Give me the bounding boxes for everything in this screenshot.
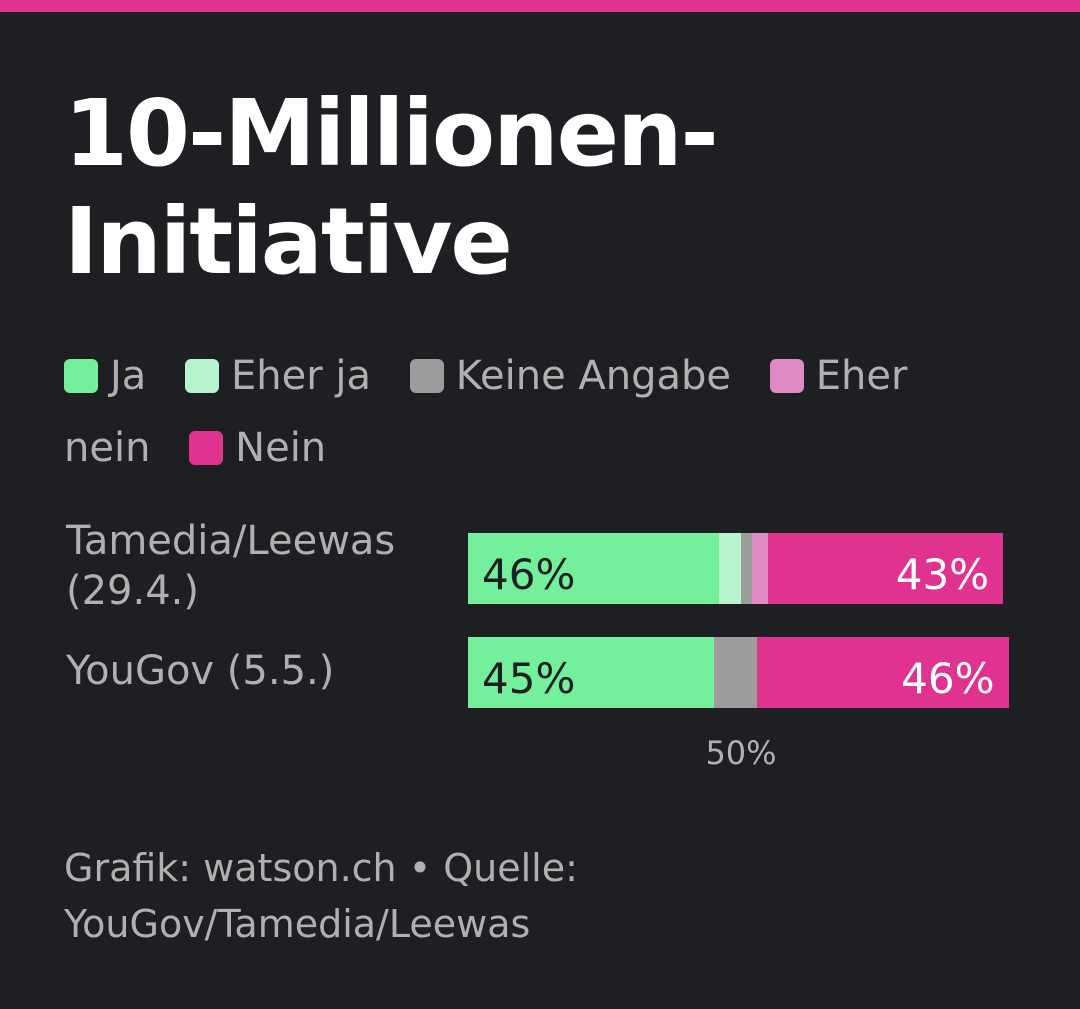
legend-item-nein: Nein (189, 425, 326, 471)
bar-segment-eher-nein-0 (751, 533, 769, 604)
bar-segment-ja-1 (468, 637, 714, 708)
legend-swatch-eher-ja (185, 359, 220, 393)
legend-item-eher-nein: Eher nein (64, 353, 907, 471)
bar-segment-nein-1 (757, 637, 1009, 708)
legend-label-ja: Ja (110, 353, 147, 399)
legend-swatch-ja (64, 359, 98, 393)
top-accent-bar (0, 0, 1080, 12)
legend-swatch-nein (189, 431, 224, 465)
chart-title: 10-Millionen- Initiative (64, 80, 1024, 296)
data-label-ja-0: 46% (482, 550, 576, 599)
chart-title-line-1: 10-Millionen- (64, 80, 719, 187)
bar-segment-keine-angabe-1 (713, 637, 758, 708)
legend-label-nein: Nein (235, 425, 327, 471)
legend-label-eher-nein: Eher nein (64, 353, 908, 471)
bar-yougov: 45% 46% (468, 637, 1009, 708)
category-label-yougov: YouGov (5.5.) (66, 648, 335, 694)
legend-label-keine-angabe: Keine Angabe (455, 353, 732, 399)
data-label-nein-1: 46% (901, 654, 995, 703)
chart-title-line-2: Initiative (64, 188, 513, 295)
legend-swatch-eher-nein (769, 359, 804, 393)
legend-label-eher-ja: Eher ja (231, 353, 372, 399)
data-label-nein-0: 43% (895, 550, 990, 599)
bar-segment-ja-0 (468, 533, 720, 604)
legend: Ja Eher ja Keine Angabe Eher nein Nein (64, 340, 1024, 484)
legend-item-ja: Ja (64, 353, 146, 399)
bar-segment-nein-0 (768, 533, 1004, 604)
bar-segment-eher-ja-0 (719, 533, 741, 604)
legend-item-eher-ja: Eher ja (185, 353, 371, 399)
legend-item-keine-angabe: Keine Angabe (409, 353, 732, 399)
bar-segment-keine-angabe-0 (741, 533, 752, 604)
data-label-ja-1: 45% (482, 654, 576, 703)
bar-tamedia: 46% 43% (468, 533, 1004, 604)
category-label-tamedia: Tamedia/Leewas (29.4.) (66, 518, 396, 614)
reference-tick-50: 50% (705, 734, 777, 772)
source-credit: Grafik: watson.ch • Quelle: YouGov/Tamed… (64, 846, 578, 946)
legend-swatch-keine-angabe (409, 359, 444, 393)
